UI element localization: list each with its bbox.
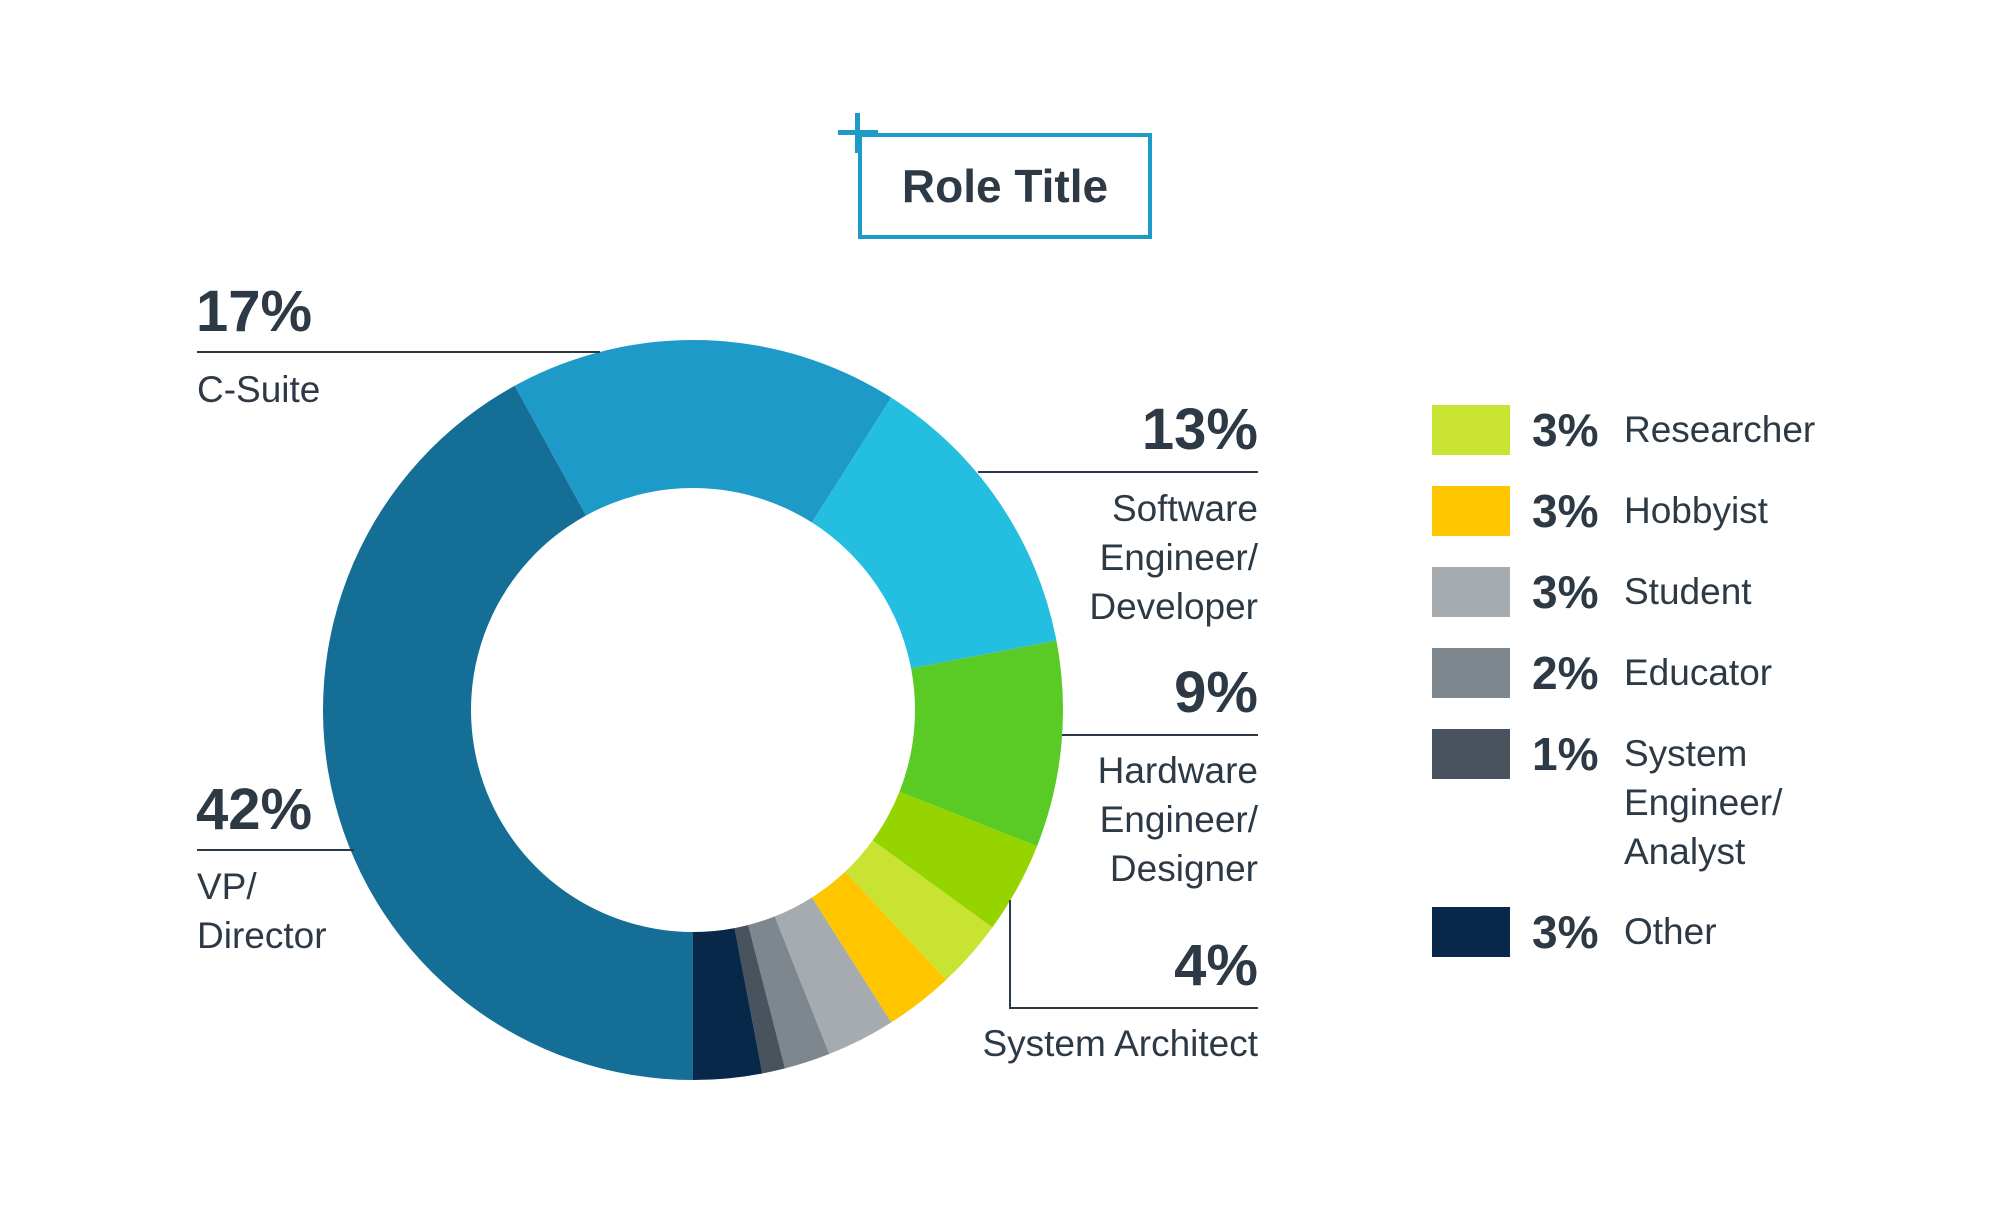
csuite-percent: 17% bbox=[196, 279, 313, 344]
slice-other bbox=[693, 928, 763, 1081]
legend-item-hobbyist: 3% Hobbyist bbox=[1432, 486, 1972, 536]
csuite-label: C-Suite bbox=[197, 369, 321, 410]
chart-title: Role Title bbox=[858, 133, 1152, 239]
legend-percent: 1% bbox=[1532, 728, 1599, 780]
hardware-label-line3: Designer bbox=[1109, 848, 1258, 889]
legend: 3% Researcher 3% Hobbyist 3% Student 2% … bbox=[1432, 405, 1972, 988]
legend-swatch bbox=[1432, 486, 1510, 536]
legend-item-system-engineer: 1% System Engineer/ Analyst bbox=[1432, 729, 1972, 876]
slice-system-engineer-analyst bbox=[734, 925, 786, 1074]
architect-percent: 4% bbox=[1174, 933, 1258, 998]
legend-label: System Engineer/ Analyst bbox=[1624, 729, 1782, 876]
software-label-line3: Developer bbox=[1089, 586, 1258, 627]
vp-percent: 42% bbox=[196, 777, 313, 842]
hardware-label-line1: Hardware bbox=[1097, 750, 1258, 791]
vp-label-line1: VP/ bbox=[197, 866, 257, 907]
legend-label-line2: Engineer/ bbox=[1624, 782, 1783, 823]
legend-label: Student bbox=[1624, 571, 1752, 612]
legend-item-researcher: 3% Researcher bbox=[1432, 405, 1972, 455]
legend-percent: 3% bbox=[1532, 404, 1599, 456]
legend-label-line1: System bbox=[1624, 733, 1748, 774]
legend-swatch bbox=[1432, 648, 1510, 698]
vp-label-line2: Director bbox=[197, 915, 327, 956]
software-label-line2: Engineer/ bbox=[1099, 537, 1258, 578]
software-label: Software Engineer/ Developer bbox=[958, 484, 1258, 631]
slice-c-suite bbox=[514, 340, 892, 523]
legend-swatch bbox=[1432, 405, 1510, 455]
slice-student bbox=[774, 897, 892, 1055]
legend-swatch bbox=[1432, 567, 1510, 617]
legend-percent: 3% bbox=[1532, 485, 1599, 537]
architect-label: System Architect bbox=[982, 1023, 1258, 1064]
legend-label: Educator bbox=[1624, 652, 1773, 693]
legend-percent: 2% bbox=[1532, 647, 1599, 699]
hardware-label: Hardware Engineer/ Designer bbox=[958, 746, 1258, 893]
leader-line-architect bbox=[1009, 900, 1258, 1009]
legend-item-other: 3% Other bbox=[1432, 907, 1972, 957]
legend-swatch bbox=[1432, 729, 1510, 779]
slice-researcher bbox=[844, 840, 993, 980]
plus-icon bbox=[838, 113, 878, 153]
chart-title-text: Role Title bbox=[901, 160, 1109, 212]
legend-label: Hobbyist bbox=[1624, 490, 1768, 531]
legend-item-educator: 2% Educator bbox=[1432, 648, 1972, 698]
legend-item-student: 3% Student bbox=[1432, 567, 1972, 617]
vp-label: VP/ Director bbox=[197, 862, 327, 960]
legend-swatch bbox=[1432, 907, 1510, 957]
slice-hardware-engineer-designer bbox=[899, 640, 1063, 847]
legend-percent: 3% bbox=[1532, 906, 1599, 958]
hardware-label-line2: Engineer/ bbox=[1099, 799, 1258, 840]
slice-hobbyist bbox=[811, 871, 947, 1023]
hardware-percent: 9% bbox=[1174, 660, 1258, 725]
slice-system-architect bbox=[872, 791, 1038, 928]
legend-label: Researcher bbox=[1624, 409, 1816, 450]
legend-percent: 3% bbox=[1532, 566, 1599, 618]
legend-label: Other bbox=[1624, 911, 1717, 952]
software-label-line1: Software bbox=[1111, 488, 1258, 529]
slice-vp-director bbox=[323, 385, 693, 1080]
slice-software-engineer-developer bbox=[811, 397, 1057, 669]
software-percent: 13% bbox=[1141, 397, 1258, 462]
slice-educator bbox=[748, 916, 830, 1069]
legend-label-line3: Analyst bbox=[1624, 831, 1746, 872]
